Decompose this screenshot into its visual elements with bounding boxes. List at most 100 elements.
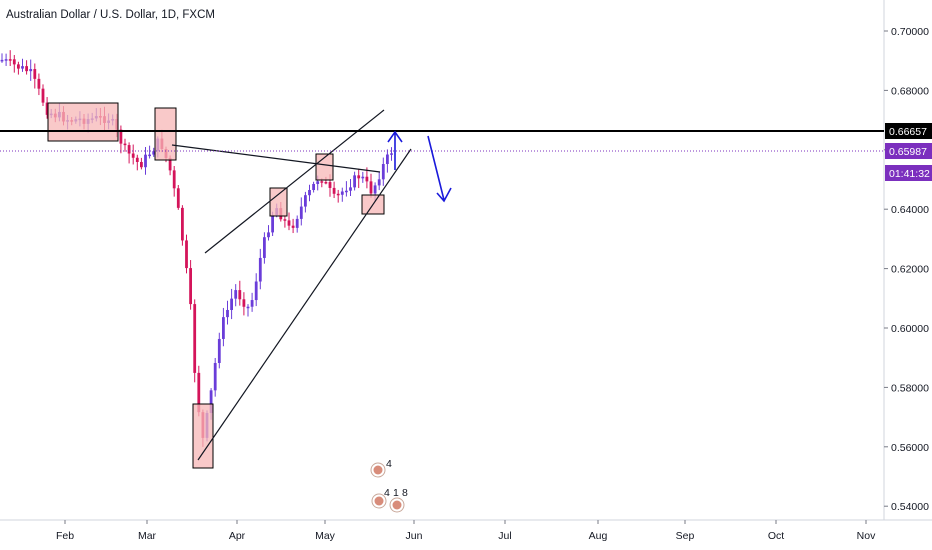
candle-body <box>197 372 201 413</box>
candle-body <box>287 220 291 226</box>
price-tick-label: 0.62000 <box>891 264 929 276</box>
candle-body <box>291 225 295 228</box>
resistance-price-tag: 0.66657 <box>889 126 927 138</box>
price-tick-label: 0.56000 <box>891 442 929 454</box>
event-flag-dot <box>374 496 384 506</box>
time-tick-label: Aug <box>589 530 608 542</box>
countdown-tag-bg <box>885 165 932 181</box>
candle-body <box>172 170 176 189</box>
candle-body <box>127 145 131 154</box>
time-tick-label: May <box>315 530 336 542</box>
candle-body <box>176 188 180 208</box>
candle-body <box>250 300 254 307</box>
arrow-up-path <box>387 130 403 170</box>
candle-body <box>381 164 385 180</box>
candle-body <box>267 232 270 238</box>
candle-body <box>283 219 287 221</box>
highlight-box <box>154 107 177 161</box>
candle-body <box>357 175 361 179</box>
candle-body <box>386 154 389 165</box>
arrow-up-icon <box>387 130 403 170</box>
chart-title: Australian Dollar / U.S. Dollar, 1D, FXC… <box>6 9 215 21</box>
candle-body <box>320 181 324 183</box>
candle-body <box>316 181 320 184</box>
candle-body <box>123 143 127 146</box>
candle-body <box>217 338 221 363</box>
last-price-tag: 0.65987 <box>889 146 927 158</box>
candle-body <box>37 78 41 89</box>
candle-body <box>29 69 33 72</box>
candle-body <box>340 191 344 195</box>
candle-body <box>226 309 229 318</box>
price-tick-label: 0.58000 <box>891 382 929 394</box>
candle-body <box>353 175 356 188</box>
time-tick-label: Mar <box>138 530 157 542</box>
candle-body <box>4 59 8 61</box>
candle-body <box>189 268 192 305</box>
candle-body <box>168 157 172 171</box>
trend-line <box>171 144 381 173</box>
candle-body <box>148 154 151 157</box>
candle-body <box>119 129 123 144</box>
candle-body <box>181 207 184 241</box>
candle-body <box>332 187 336 194</box>
price-tick-label: 0.68000 <box>891 85 929 97</box>
time-tick-label: Oct <box>768 530 784 542</box>
candle-body <box>152 151 156 155</box>
candle-body <box>209 390 213 413</box>
candle-body <box>21 66 24 69</box>
event-flag-icon <box>370 462 386 478</box>
candle-body <box>295 218 299 228</box>
candle-body <box>271 215 274 233</box>
candle-body <box>41 88 45 103</box>
event-count: 4 <box>384 487 390 499</box>
arrow-down-icon <box>427 135 452 203</box>
highlight-box <box>192 403 214 469</box>
candle-body <box>254 281 258 301</box>
candle-body <box>17 64 20 69</box>
candle-body <box>299 206 303 219</box>
candle-body <box>242 299 246 307</box>
countdown-tag: 01:41:32 <box>889 168 930 180</box>
time-tick-label: Jul <box>498 530 511 542</box>
event-flag-dot <box>373 465 383 475</box>
last-price-tag-bg <box>885 143 932 159</box>
time-tick-label: Nov <box>857 530 876 542</box>
candle-body <box>131 153 135 158</box>
event-count: 1 <box>393 487 399 499</box>
candle-body <box>12 59 16 65</box>
price-tick-label: 0.54000 <box>891 501 929 513</box>
candle-body <box>328 182 332 188</box>
candle-body <box>373 185 377 194</box>
time-tick-label: Sep <box>676 530 695 542</box>
candle-body <box>390 153 393 155</box>
arrow-down-path <box>427 135 452 203</box>
candle-body <box>258 257 262 282</box>
candle-body <box>230 298 233 310</box>
candle-body <box>33 69 37 79</box>
time-tick-label: Feb <box>56 530 74 542</box>
candle-body <box>144 154 147 168</box>
candle-body <box>324 182 328 184</box>
candle-body <box>234 290 238 299</box>
candle-body <box>263 237 266 258</box>
candle-body <box>345 190 348 193</box>
candle-body <box>365 176 369 182</box>
time-tick-label: Apr <box>229 530 246 542</box>
candle-body <box>45 102 49 115</box>
event-flag-icon <box>371 493 387 509</box>
time-tick-label: Jun <box>406 530 423 542</box>
candle-body <box>308 190 311 196</box>
highlight-box <box>269 187 288 217</box>
trend-line <box>204 109 385 254</box>
candle-body <box>213 362 217 391</box>
price-tick-label: 0.60000 <box>891 323 929 335</box>
candle-body <box>0 59 4 62</box>
candle-body <box>377 179 381 186</box>
candle-body <box>246 306 250 309</box>
candle-body <box>238 290 242 300</box>
highlight-box <box>47 102 119 142</box>
candle-body <box>8 59 12 61</box>
candle-body <box>336 193 340 196</box>
